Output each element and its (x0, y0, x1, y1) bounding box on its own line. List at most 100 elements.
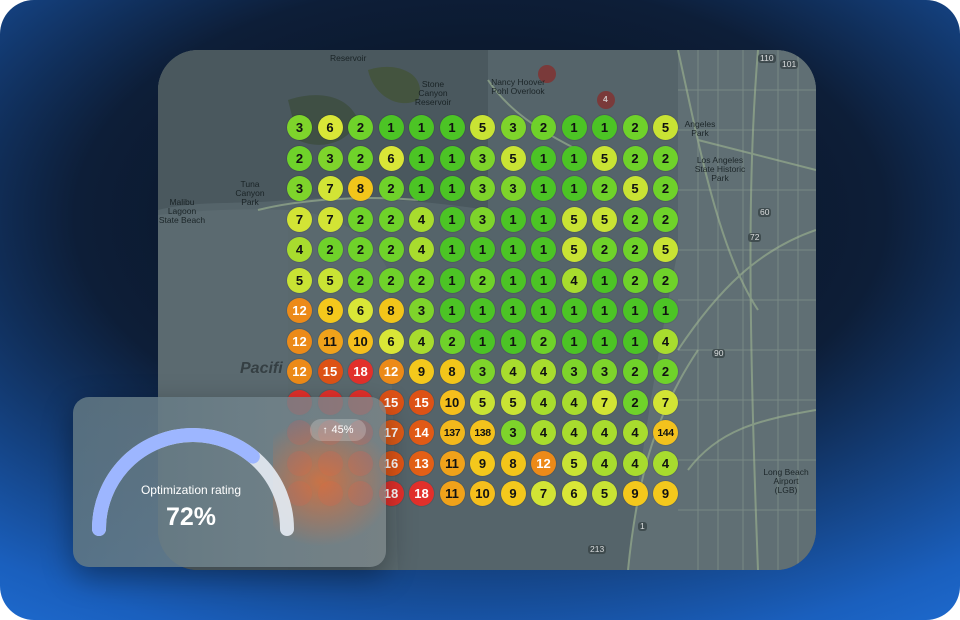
rank-dot[interactable]: 18 (409, 481, 434, 506)
rank-dot[interactable]: 15 (409, 389, 434, 415)
rank-dot[interactable]: 7 (287, 206, 312, 232)
rank-dot[interactable]: 137 (439, 420, 465, 445)
rank-dot[interactable]: 9 (622, 481, 648, 506)
rank-dot[interactable]: 1 (561, 115, 587, 140)
rank-dot[interactable]: 5 (500, 145, 526, 171)
rank-dot[interactable]: 5 (470, 389, 495, 415)
rank-dot[interactable]: 2 (531, 115, 556, 140)
rank-dot[interactable]: 1 (561, 298, 587, 323)
rank-dot[interactable]: 7 (653, 389, 678, 415)
rank-dot[interactable]: 3 (287, 115, 312, 140)
rank-dot[interactable]: 1 (531, 176, 556, 201)
rank-dot[interactable]: 1 (622, 298, 648, 323)
rank-dot[interactable]: 4 (653, 328, 678, 354)
rank-dot[interactable]: 1 (500, 328, 526, 354)
rank-dot[interactable]: 2 (348, 267, 373, 293)
rank-dot[interactable]: 3 (561, 359, 587, 384)
rank-dot[interactable]: 138 (470, 420, 495, 445)
rank-dot[interactable]: 7 (317, 176, 343, 201)
rank-dot[interactable]: 1 (592, 115, 617, 140)
rank-dot[interactable]: 5 (592, 145, 617, 171)
rank-dot[interactable]: 3 (470, 176, 495, 201)
rank-dot[interactable]: 2 (653, 359, 678, 384)
rank-dot[interactable]: 2 (592, 237, 617, 262)
rank-dot[interactable]: 4 (409, 206, 434, 232)
rank-dot[interactable]: 5 (592, 206, 617, 232)
rank-dot[interactable]: 1 (409, 176, 434, 201)
rank-dot[interactable]: 8 (500, 450, 526, 476)
rank-dot[interactable]: 1 (561, 145, 587, 171)
rank-dot[interactable]: 4 (500, 359, 526, 384)
rank-dot[interactable]: 4 (409, 237, 434, 262)
rank-dot[interactable]: 2 (378, 267, 404, 293)
rank-dot[interactable]: 1 (561, 176, 587, 201)
rank-dot[interactable]: 10 (470, 481, 495, 506)
rank-dot[interactable]: 1 (531, 145, 556, 171)
rank-dot[interactable]: 2 (378, 176, 404, 201)
rank-dot[interactable]: 4 (622, 420, 648, 445)
rank-dot[interactable]: 1 (531, 206, 556, 232)
rank-dot[interactable]: 5 (592, 481, 617, 506)
rank-dot[interactable]: 4 (531, 359, 556, 384)
rank-dot[interactable]: 3 (409, 298, 434, 323)
rank-dot[interactable]: 5 (470, 115, 495, 140)
rank-dot[interactable]: 1 (531, 267, 556, 293)
rank-dot[interactable]: 4 (409, 328, 434, 354)
rank-dot[interactable]: 2 (622, 206, 648, 232)
rank-dot[interactable]: 4 (561, 389, 587, 415)
rank-dot[interactable]: 8 (378, 298, 404, 323)
rank-dot[interactable]: 4 (592, 450, 617, 476)
rank-dot[interactable]: 7 (592, 389, 617, 415)
rank-dot[interactable]: 1 (439, 267, 465, 293)
rank-dot[interactable]: 12 (287, 328, 312, 354)
rank-dot[interactable]: 2 (317, 237, 343, 262)
rank-dot[interactable]: 2 (653, 206, 678, 232)
rank-dot[interactable]: 1 (409, 145, 434, 171)
rank-dot[interactable]: 2 (622, 359, 648, 384)
rank-dot[interactable]: 4 (592, 420, 617, 445)
rank-dot[interactable]: 1 (500, 206, 526, 232)
rank-dot[interactable]: 2 (653, 267, 678, 293)
rank-dot[interactable]: 1 (500, 267, 526, 293)
rank-dot[interactable]: 12 (287, 359, 312, 384)
rank-dot[interactable]: 3 (287, 176, 312, 201)
rank-dot[interactable]: 9 (317, 298, 343, 323)
rank-dot[interactable]: 2 (409, 267, 434, 293)
rank-dot[interactable]: 5 (287, 267, 312, 293)
rank-dot[interactable]: 11 (439, 450, 465, 476)
rank-dot[interactable]: 7 (317, 206, 343, 232)
rank-dot[interactable]: 1 (653, 298, 678, 323)
rank-dot[interactable]: 8 (439, 359, 465, 384)
rank-dot[interactable]: 2 (653, 176, 678, 201)
rank-dot[interactable]: 6 (317, 115, 343, 140)
rank-dot[interactable]: 1 (439, 298, 465, 323)
rank-dot[interactable]: 3 (500, 115, 526, 140)
rank-dot[interactable]: 2 (348, 145, 373, 171)
rank-dot[interactable]: 2 (622, 389, 648, 415)
rank-dot[interactable]: 6 (378, 145, 404, 171)
rank-dot[interactable]: 5 (561, 206, 587, 232)
rank-dot[interactable]: 2 (622, 145, 648, 171)
rank-dot[interactable]: 1 (470, 237, 495, 262)
rank-dot[interactable]: 5 (561, 237, 587, 262)
rank-dot[interactable]: 3 (470, 206, 495, 232)
rank-dot[interactable]: 1 (592, 328, 617, 354)
rank-dot[interactable]: 8 (348, 176, 373, 201)
rank-dot[interactable]: 4 (622, 450, 648, 476)
rank-dot[interactable]: 3 (317, 145, 343, 171)
rank-dot[interactable]: 1 (470, 298, 495, 323)
rank-dot[interactable]: 10 (348, 328, 373, 354)
rank-dot[interactable]: 1 (592, 267, 617, 293)
rank-dot[interactable]: 2 (287, 145, 312, 171)
rank-dot[interactable]: 1 (439, 115, 465, 140)
rank-dot[interactable]: 2 (470, 267, 495, 293)
rank-dot[interactable]: 7 (531, 481, 556, 506)
rank-dot[interactable]: 6 (561, 481, 587, 506)
rank-dot[interactable]: 9 (470, 450, 495, 476)
rank-dot[interactable]: 4 (287, 237, 312, 262)
rank-dot[interactable]: 4 (653, 450, 678, 476)
rank-dot[interactable]: 1 (500, 298, 526, 323)
rank-dot[interactable]: 9 (500, 481, 526, 506)
rank-dot[interactable]: 1 (439, 176, 465, 201)
rank-dot[interactable]: 1 (622, 328, 648, 354)
